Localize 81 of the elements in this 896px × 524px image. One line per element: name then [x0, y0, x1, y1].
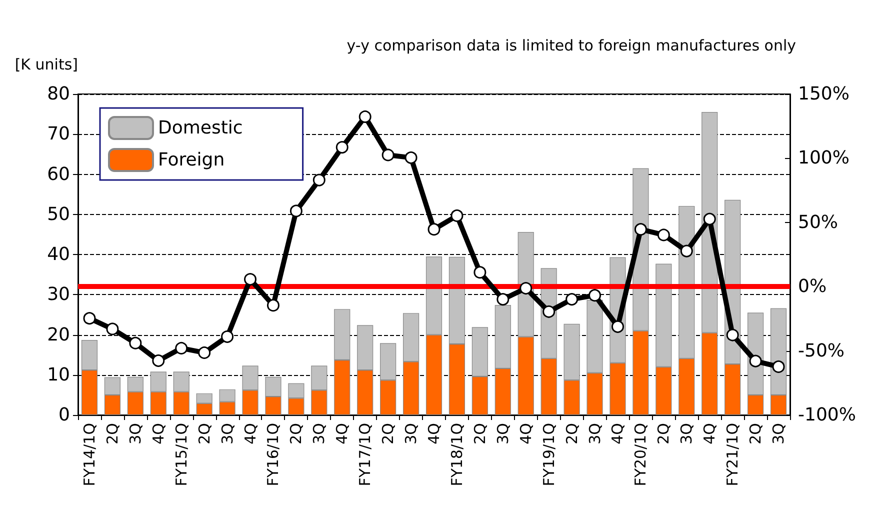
x-tick-label: 3Q — [218, 423, 236, 444]
x-tick-label: FY19/1Q — [540, 423, 558, 486]
x-tick-label: 4Q — [516, 423, 535, 444]
x-tick-label: FY16/1Q — [264, 423, 282, 486]
y2-tick-label: -100% — [798, 404, 856, 426]
point — [152, 354, 165, 367]
x-tick-label: 2Q — [470, 423, 489, 444]
y-tick-label: 60 — [47, 164, 70, 185]
y-tick-label: 80 — [47, 84, 70, 104]
text: y-y comparison data is limited to foreign manufactures only — [346, 36, 796, 54]
point — [772, 360, 785, 373]
x-tick-label: 4Q — [700, 423, 719, 444]
y-tick-label: 10 — [47, 364, 70, 386]
x-tick-label: 4Q — [333, 423, 352, 444]
y-tick-label: 30 — [47, 284, 70, 306]
point — [290, 204, 302, 218]
x-tick-label: 2Q — [562, 423, 581, 444]
point — [198, 346, 211, 359]
point — [450, 209, 464, 222]
y2-tick-label: -50% — [798, 340, 845, 362]
point — [358, 110, 372, 123]
x-tick-label: 3Q — [310, 423, 328, 444]
point — [266, 299, 280, 312]
y2-tick-label: 0% — [798, 276, 827, 298]
x-tick-label: 2Q — [103, 423, 122, 444]
legend-label: Foreign — [158, 150, 225, 170]
point — [404, 151, 418, 164]
x-tick-label: 2Q — [287, 423, 306, 444]
point — [83, 312, 96, 325]
x-tick-label: FY21/1Q — [724, 423, 742, 486]
point — [336, 141, 348, 154]
point — [680, 244, 693, 258]
x-tick-label: 4Q — [425, 423, 443, 444]
point — [634, 223, 647, 236]
x-tick-label: 3Q — [678, 423, 696, 444]
x-tick-label: 4Q — [241, 423, 260, 444]
x-tick-label: FY15/1Q — [172, 423, 190, 486]
point — [382, 148, 394, 162]
x-tick-label: 3Q — [126, 423, 144, 444]
x-tick-label: FY20/1Q — [632, 423, 650, 486]
x-tick-label: 4Q — [608, 423, 627, 444]
y-axis-title: [K units] — [14, 56, 78, 74]
y-tick-label: 70 — [47, 124, 70, 145]
y-tick-label: 20 — [47, 324, 70, 346]
point — [474, 266, 486, 279]
y2-tick-label: 50% — [798, 212, 838, 233]
point — [175, 342, 188, 354]
x-tick-label: FY18/1Q — [448, 423, 466, 486]
point — [244, 273, 257, 286]
point — [612, 320, 624, 333]
x-tick-label: 2Q — [654, 423, 673, 444]
x-tick-label: 3Q — [494, 423, 512, 444]
x-tick-label: 3Q — [586, 423, 604, 444]
point — [749, 354, 762, 368]
point — [588, 289, 602, 302]
point — [496, 293, 510, 306]
y-tick-label: 40 — [47, 244, 70, 265]
x-tick-label: 2Q — [195, 423, 214, 444]
point — [566, 293, 578, 306]
x-tick-label: 4Q — [149, 423, 168, 444]
y-tick-label: 0 — [58, 404, 70, 426]
point — [520, 282, 532, 295]
x-tick-label: 3Q — [402, 423, 420, 444]
point — [312, 174, 326, 186]
x-tick-label: FY17/1Q — [356, 423, 374, 486]
point — [428, 223, 440, 236]
point — [703, 212, 716, 226]
point — [106, 322, 119, 336]
y2-tick-label: 100% — [798, 148, 850, 169]
x-tick-label: 2Q — [746, 423, 765, 444]
x-tick-label: 2Q — [379, 423, 398, 444]
point — [542, 305, 556, 318]
y-tick-label: 50 — [47, 204, 70, 225]
x-tick-label: 3Q — [770, 423, 788, 444]
legend-label: Domestic — [158, 118, 243, 138]
point — [657, 228, 670, 242]
point — [221, 330, 234, 343]
x-tick-label: FY14/1Q — [80, 423, 98, 486]
y2-tick-label: 150% — [798, 84, 850, 104]
point — [129, 336, 142, 350]
point — [726, 328, 739, 342]
